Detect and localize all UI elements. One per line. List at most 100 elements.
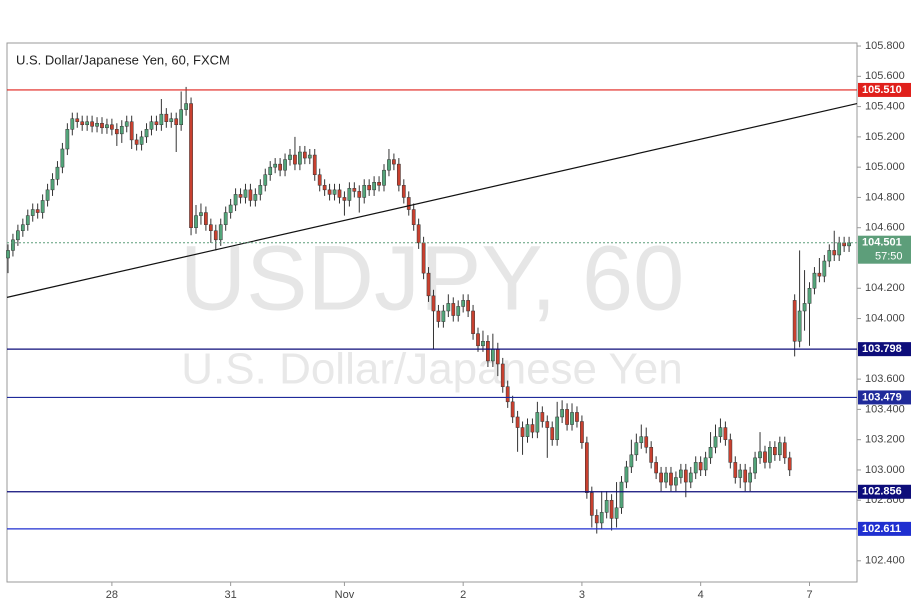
candle-body (847, 242, 851, 247)
candle-body (159, 113, 164, 126)
candle-body (723, 427, 728, 440)
last-price-box (858, 235, 911, 264)
candle-body (35, 209, 40, 213)
candle-body (515, 416, 520, 428)
candle-body (614, 507, 619, 519)
candle-body (411, 209, 416, 225)
candle-body (40, 200, 45, 213)
candle-body (812, 272, 817, 289)
level-label-box (858, 521, 911, 536)
candle-body (490, 348, 495, 362)
candle-body (679, 469, 683, 478)
candle-body (406, 197, 411, 210)
candle-body (802, 303, 807, 312)
trendline (6, 102, 858, 298)
candle-body (664, 472, 668, 483)
candle-body (535, 412, 540, 433)
candle-body (505, 386, 510, 403)
candle-body (80, 121, 85, 126)
candle-body (298, 151, 302, 165)
candle-body (45, 189, 50, 201)
candle-body (436, 310, 441, 322)
x-tick-label: 3 (579, 589, 585, 601)
candle-body (174, 118, 179, 126)
candle-body (154, 121, 159, 126)
candle-body (693, 462, 698, 474)
y-tick-label: 105.200 (865, 131, 905, 143)
level-label-box (858, 484, 911, 499)
candle-body (624, 466, 629, 483)
candle-body (594, 515, 599, 524)
candle-body (510, 401, 515, 418)
candle-body (842, 242, 846, 247)
candle-body (451, 303, 456, 316)
candle-body (481, 341, 485, 347)
candle-body (119, 126, 124, 135)
candle-body (382, 169, 386, 186)
candle-body (837, 242, 842, 256)
candle-body (713, 436, 718, 448)
candle-body (669, 472, 673, 486)
candle-body (654, 462, 658, 474)
candle-body (258, 185, 263, 195)
candle-body (55, 166, 60, 180)
level-label: 102.611 (862, 523, 901, 535)
watermark: USDJPY, 60 (180, 227, 685, 329)
candle-body (797, 310, 802, 342)
y-tick-label: 103.200 (865, 434, 905, 446)
candle-body (357, 191, 362, 198)
candle-body (782, 442, 787, 459)
candle-body (629, 454, 634, 468)
candle-body (149, 121, 154, 130)
candle-body (817, 272, 822, 277)
candle-body (268, 166, 273, 175)
watermark-subtitle: U.S. Dollar/Japanese Yen (181, 345, 682, 394)
candle-body (520, 427, 525, 437)
candle-body (194, 215, 198, 228)
candle-body (565, 409, 569, 425)
candle-body (639, 436, 644, 443)
candle-body (476, 333, 480, 347)
candle-body (263, 174, 268, 186)
x-tick-label: 31 (225, 589, 237, 601)
candle-body (189, 103, 193, 228)
candle-body (441, 310, 446, 322)
candle-body (362, 185, 367, 198)
candle-body (20, 224, 25, 231)
plot-frame (6, 42, 858, 583)
candle-body (70, 118, 75, 130)
candle-body (401, 185, 406, 198)
y-tick-label: 104.200 (865, 282, 905, 294)
y-tick-label: 104.800 (865, 191, 905, 203)
countdown-label: 57:50 (875, 251, 903, 263)
candle-body (580, 421, 584, 443)
candle-body (11, 239, 15, 251)
candle-body (674, 477, 678, 486)
candle-body (30, 209, 35, 216)
candle-body (738, 469, 743, 478)
candle-body (283, 159, 287, 171)
candle-body (25, 215, 30, 225)
candle-body (649, 447, 654, 463)
candle-body (302, 151, 307, 159)
last-price-label: 104.501 (862, 237, 902, 249)
x-tick-label: 7 (806, 589, 812, 601)
y-tick-label: 105.800 (865, 40, 905, 52)
candle-body (169, 118, 174, 122)
x-tick-label: 28 (106, 589, 118, 601)
candle-body (585, 442, 589, 493)
candle-body (199, 212, 203, 216)
candle-body (822, 260, 827, 277)
candle-body (105, 124, 109, 129)
candle-body (575, 412, 579, 422)
candle-body (16, 230, 20, 241)
candle-body (832, 250, 837, 256)
candle-body (758, 451, 762, 459)
candle-body (65, 129, 70, 150)
candle-body (114, 129, 119, 135)
candle-body (634, 442, 639, 456)
candle-body (718, 427, 723, 437)
candle-body (243, 189, 248, 198)
watermark-group: USDJPY, 60 U.S. Dollar/Japanese Yen (180, 227, 685, 393)
